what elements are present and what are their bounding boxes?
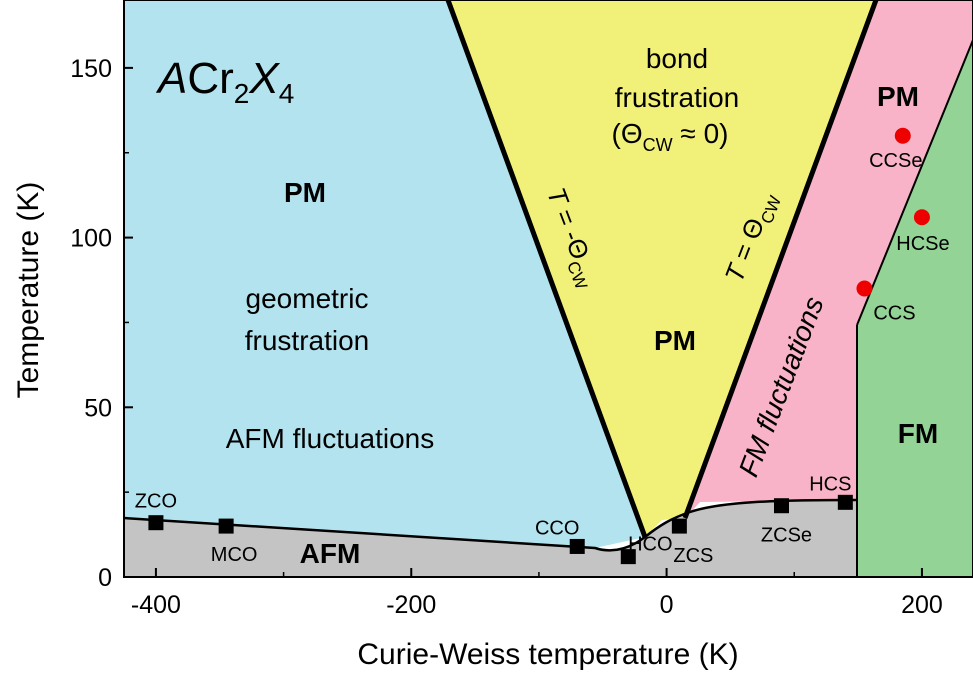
- geometric-frustration-label-line1: geometric: [246, 283, 369, 314]
- y-tick-label: 150: [70, 55, 112, 83]
- y-tick-label: 50: [84, 394, 112, 422]
- data-point-label-mco: MCO: [211, 544, 258, 566]
- data-point-ccse: [894, 127, 911, 144]
- data-point-hcs: [837, 494, 853, 510]
- x-tick-label: -200: [386, 591, 436, 619]
- data-point-hco: [620, 549, 636, 565]
- data-point-ccs: [856, 280, 873, 297]
- geometric-frustration-label-line2: frustration: [245, 325, 370, 356]
- bond-frustration-label-line2: frustration: [615, 82, 740, 113]
- data-point-label-ccse: CCSe: [869, 150, 922, 172]
- pm-right-label: PM: [877, 81, 919, 112]
- afm-paramagnetic-region: [124, 0, 645, 548]
- formula-label: ACr2X4: [155, 54, 294, 109]
- data-point-zcs: [671, 518, 687, 534]
- fm-label: FM: [898, 418, 938, 449]
- data-point-label-hcse: HCSe: [896, 233, 949, 255]
- fm-transition-line: [856, 39, 973, 326]
- data-point-zco: [148, 515, 164, 531]
- data-point-mco: [218, 518, 234, 534]
- plot-frame: [123, 0, 973, 578]
- data-point-label-zcse: ZCSe: [761, 525, 812, 547]
- x-tick-label: 0: [660, 591, 674, 619]
- afm-fluctuations-label: AFM fluctuations: [226, 423, 435, 454]
- bond-frustration-region: [448, 0, 876, 537]
- data-point-label-zco: ZCO: [135, 491, 177, 513]
- y-axis-title: Temperature (K): [12, 182, 45, 399]
- x-tick-label: -400: [131, 591, 181, 619]
- data-point-label-hcs: HCS: [809, 473, 851, 495]
- x-axis-title: Curie-Weiss temperature (K): [357, 638, 738, 671]
- ordering-temperature-boundary: [124, 498, 858, 552]
- negative-curie-weiss-line: [445, 0, 648, 538]
- y-axis: 0 50 100 150: [70, 55, 133, 592]
- data-point-cco: [569, 538, 585, 554]
- x-tick-label: 200: [901, 591, 943, 619]
- afm-label: AFM: [300, 538, 361, 569]
- positive-curie-weiss-line: [682, 0, 879, 519]
- data-point-zcse: [773, 498, 789, 514]
- y-tick-label: 0: [98, 564, 112, 592]
- data-point-label-zcs: ZCS: [673, 545, 713, 567]
- data-point-label-cco: CCO: [535, 517, 579, 539]
- data-markers: [148, 127, 930, 565]
- y-tick-label: 100: [70, 225, 112, 253]
- ferromagnetic-region: [857, 40, 973, 577]
- data-point-label-ccs: CCS: [873, 303, 915, 325]
- theta-cw-zero-label: (ΘCW ≈ 0): [612, 118, 729, 155]
- data-point-label-hco: HCO: [628, 534, 672, 556]
- x-axis: -400 -200 0 200: [131, 568, 943, 619]
- bond-frustration-label-line1: bond: [646, 43, 708, 74]
- pm-center-label: PM: [654, 325, 696, 356]
- data-point-hcse: [913, 209, 930, 226]
- pm-left-label: PM: [284, 177, 326, 208]
